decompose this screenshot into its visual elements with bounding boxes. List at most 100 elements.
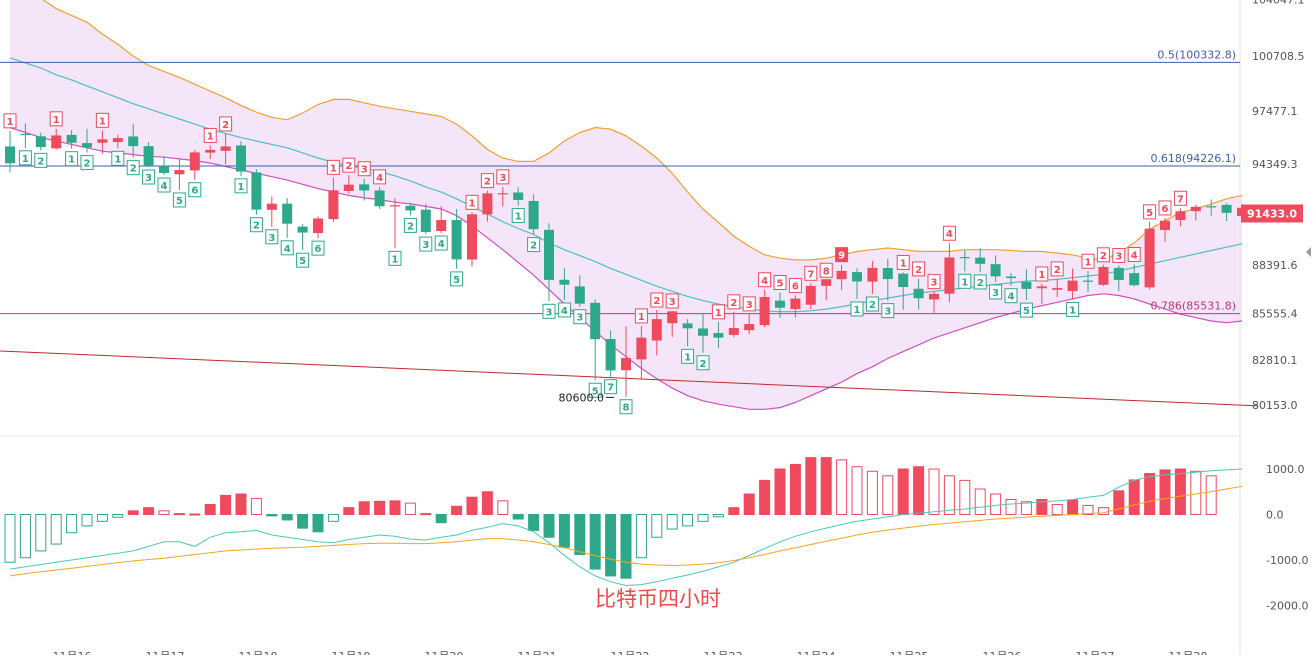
td-count-label: 2 xyxy=(527,237,541,253)
date-tick-label: 11月22 xyxy=(611,650,650,655)
td-count-label: 1 xyxy=(958,273,972,289)
td-count-box xyxy=(296,252,310,268)
macd-histogram-bar xyxy=(836,459,848,515)
td-count-label: 5 xyxy=(773,274,787,290)
candle xyxy=(713,321,724,349)
macd-histogram-bar xyxy=(943,475,955,516)
td-count-label: 3 xyxy=(742,296,756,312)
td-count-number: 3 xyxy=(499,173,506,184)
td-count-label: 8 xyxy=(819,262,833,278)
candle-body xyxy=(482,193,493,215)
macd-histogram-bar xyxy=(451,505,463,515)
td-count-label: 2 xyxy=(650,292,664,308)
td-count-label: 1 xyxy=(1035,266,1049,282)
candle-body xyxy=(944,257,955,294)
td-count-box xyxy=(865,296,879,312)
candle xyxy=(482,190,493,222)
td-count-number: 1 xyxy=(1038,270,1045,281)
candle xyxy=(1221,203,1232,222)
td-count-number: 5 xyxy=(592,386,599,397)
candle-body xyxy=(328,190,339,220)
td-count-label: 2 xyxy=(342,157,356,173)
macd-histogram-bar xyxy=(558,514,570,548)
candle xyxy=(528,194,539,235)
macd-histogram-bar xyxy=(358,501,370,516)
macd-histogram-bar xyxy=(574,514,586,556)
price-tick-label: 88391.6 xyxy=(1252,259,1298,272)
td-count-box xyxy=(711,304,725,320)
td-count-label: 4 xyxy=(758,272,772,288)
td-count-box xyxy=(172,192,186,208)
td-count-box xyxy=(1112,247,1126,263)
candle xyxy=(898,272,909,310)
td-count-number: 1 xyxy=(961,277,968,288)
candle xyxy=(251,169,262,215)
macd-histogram-bar xyxy=(682,514,694,527)
candle xyxy=(728,311,739,338)
td-count-label: 1 xyxy=(1066,301,1080,317)
candle-body xyxy=(574,286,585,304)
macd-histogram-bar xyxy=(866,470,878,515)
candle xyxy=(759,289,770,328)
candle-body xyxy=(621,358,631,371)
td-count-number: 3 xyxy=(422,240,429,251)
td-count-box xyxy=(465,194,479,210)
td-count-number: 4 xyxy=(376,173,383,184)
td-count-label: 2 xyxy=(219,116,233,132)
td-count-box xyxy=(742,296,756,312)
candle xyxy=(159,155,169,175)
macd-histogram-bar xyxy=(158,510,170,515)
candle xyxy=(174,159,185,190)
candle xyxy=(374,186,385,209)
td-count-box xyxy=(835,247,849,263)
td-count-box xyxy=(95,112,109,128)
td-count-box xyxy=(49,111,63,127)
td-count-box xyxy=(881,303,895,319)
candle-body xyxy=(636,337,647,360)
candle xyxy=(667,310,678,337)
td-count-box xyxy=(573,309,587,325)
td-count-label: 3 xyxy=(265,229,279,245)
td-count-box xyxy=(604,379,618,395)
candle-body xyxy=(882,268,893,280)
candle xyxy=(682,319,693,347)
td-count-number: 4 xyxy=(1008,292,1015,303)
td-count-box xyxy=(1173,190,1187,206)
candle xyxy=(189,150,200,180)
td-count-box xyxy=(18,150,32,166)
macd-histogram-bar xyxy=(343,507,355,515)
td-count-box xyxy=(142,169,156,185)
td-count-box xyxy=(157,177,171,193)
macd-tick-label: -1000.0 xyxy=(1266,554,1308,567)
macd-histogram-bar xyxy=(1128,479,1140,516)
macd-histogram-bar xyxy=(897,468,909,515)
td-count-number: 3 xyxy=(669,297,676,308)
td-count-number: 2 xyxy=(700,359,707,370)
candle xyxy=(1160,217,1170,242)
candle xyxy=(236,141,246,176)
candle-body xyxy=(975,257,986,264)
candle-body xyxy=(1067,280,1078,291)
date-tick-label: 11月17 xyxy=(146,650,185,655)
candle xyxy=(436,206,447,234)
td-count-label: 3 xyxy=(419,236,433,252)
td-count-box xyxy=(1004,288,1018,304)
macd-histogram-bar xyxy=(666,514,678,530)
current-price-tag xyxy=(1241,204,1303,223)
td-count-label: 1 xyxy=(1081,253,1095,269)
td-count-box xyxy=(373,169,387,185)
candle xyxy=(451,208,462,269)
td-count-number: 9 xyxy=(838,251,845,262)
td-count-number: 7 xyxy=(607,383,614,394)
td-count-label: 2 xyxy=(1096,247,1110,263)
td-count-box xyxy=(588,382,602,398)
td-count-box xyxy=(619,399,633,415)
td-count-box xyxy=(542,303,556,319)
td-count-number: 1 xyxy=(238,182,245,193)
candle xyxy=(821,279,832,301)
td-count-label: 2 xyxy=(403,217,417,233)
td-count-number: 6 xyxy=(792,282,799,293)
td-count-number: 6 xyxy=(315,244,322,255)
td-count-box xyxy=(80,155,94,171)
candle xyxy=(66,130,77,149)
